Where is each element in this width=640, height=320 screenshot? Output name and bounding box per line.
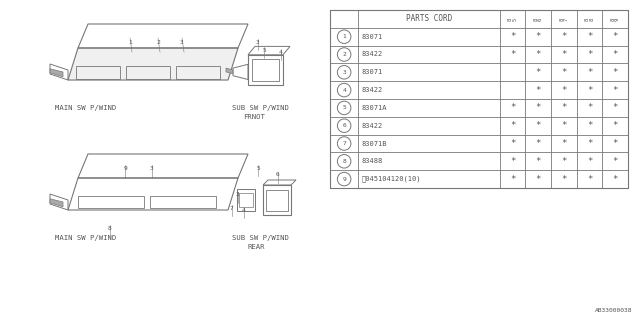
Text: 83422: 83422	[362, 52, 383, 58]
Text: *: *	[536, 157, 541, 166]
Text: 5: 5	[256, 165, 260, 171]
Text: FRNOT: FRNOT	[243, 114, 265, 120]
Text: *: *	[510, 175, 515, 184]
Text: *: *	[587, 175, 592, 184]
Text: *: *	[587, 86, 592, 95]
Text: *: *	[587, 32, 592, 41]
Text: *: *	[536, 103, 541, 112]
Text: *: *	[561, 157, 566, 166]
Text: 2: 2	[156, 39, 160, 44]
Text: *: *	[587, 139, 592, 148]
Text: 5: 5	[262, 47, 266, 52]
Polygon shape	[50, 69, 63, 77]
Text: *: *	[536, 32, 541, 41]
Polygon shape	[68, 48, 238, 80]
Text: *: *	[510, 50, 515, 59]
Text: 83071B: 83071B	[362, 140, 387, 147]
Text: *: *	[536, 50, 541, 59]
Text: PARTS CORD: PARTS CORD	[406, 14, 452, 23]
Text: *: *	[536, 121, 541, 130]
Text: *: *	[510, 103, 515, 112]
Text: *: *	[612, 32, 618, 41]
Text: 5: 5	[342, 105, 346, 110]
Text: 83071: 83071	[362, 69, 383, 75]
Bar	[330, 10, 628, 188]
Text: 3: 3	[256, 39, 260, 44]
Text: *: *	[587, 121, 592, 130]
Text: SUB SW P/WIND: SUB SW P/WIND	[232, 235, 289, 241]
Text: Ⓢ045104120(10): Ⓢ045104120(10)	[362, 176, 421, 182]
Text: *: *	[612, 175, 618, 184]
Text: 3: 3	[150, 165, 154, 171]
Polygon shape	[226, 68, 233, 74]
Text: 4: 4	[342, 88, 346, 92]
Text: 9: 9	[342, 177, 346, 181]
Polygon shape	[50, 199, 63, 207]
Text: 8
6: 8 6	[534, 17, 543, 20]
Text: MAIN SW P/WIND: MAIN SW P/WIND	[55, 235, 116, 241]
Text: *: *	[510, 139, 515, 148]
Text: 9: 9	[123, 165, 127, 171]
Text: *: *	[612, 157, 618, 166]
Text: 8
7: 8 7	[559, 17, 569, 20]
Text: *: *	[510, 32, 515, 41]
Text: *: *	[510, 121, 515, 130]
Text: 8
8: 8 8	[585, 17, 595, 20]
Text: *: *	[561, 121, 566, 130]
Text: *: *	[561, 86, 566, 95]
Text: 8
5: 8 5	[508, 17, 518, 20]
Text: *: *	[536, 175, 541, 184]
Text: *: *	[510, 157, 515, 166]
Text: 3: 3	[236, 193, 240, 197]
Text: *: *	[612, 68, 618, 77]
Text: 6: 6	[342, 123, 346, 128]
Text: 83422: 83422	[362, 87, 383, 93]
Text: 83488: 83488	[362, 158, 383, 164]
Text: 6: 6	[276, 172, 280, 178]
Text: 7: 7	[230, 205, 234, 211]
Text: *: *	[561, 68, 566, 77]
Text: REAR: REAR	[248, 244, 266, 250]
Text: 7: 7	[342, 141, 346, 146]
Text: *: *	[561, 175, 566, 184]
Text: *: *	[561, 32, 566, 41]
Text: 8: 8	[342, 159, 346, 164]
Text: 8: 8	[108, 226, 112, 230]
Text: *: *	[612, 50, 618, 59]
Text: *: *	[587, 103, 592, 112]
Text: 3: 3	[342, 70, 346, 75]
Text: 1: 1	[128, 39, 132, 44]
Text: *: *	[536, 139, 541, 148]
Text: 83071: 83071	[362, 34, 383, 40]
Text: *: *	[612, 139, 618, 148]
Text: 1: 1	[342, 34, 346, 39]
Text: *: *	[536, 86, 541, 95]
Text: *: *	[561, 50, 566, 59]
Text: *: *	[536, 68, 541, 77]
Text: *: *	[612, 121, 618, 130]
Text: AB33000038: AB33000038	[595, 308, 632, 313]
Text: SUB SW P/WIND: SUB SW P/WIND	[232, 105, 289, 111]
Text: *: *	[587, 157, 592, 166]
Text: *: *	[587, 68, 592, 77]
Text: 4: 4	[242, 207, 246, 212]
Text: 83071A: 83071A	[362, 105, 387, 111]
Text: *: *	[612, 103, 618, 112]
Text: 3: 3	[180, 39, 184, 44]
Text: 4: 4	[279, 50, 283, 54]
Text: MAIN SW P/WIND: MAIN SW P/WIND	[55, 105, 116, 111]
Text: 83422: 83422	[362, 123, 383, 129]
Text: 2: 2	[342, 52, 346, 57]
Text: 8
9: 8 9	[611, 17, 620, 20]
Text: *: *	[612, 86, 618, 95]
Text: *: *	[587, 50, 592, 59]
Text: *: *	[561, 103, 566, 112]
Text: *: *	[561, 139, 566, 148]
